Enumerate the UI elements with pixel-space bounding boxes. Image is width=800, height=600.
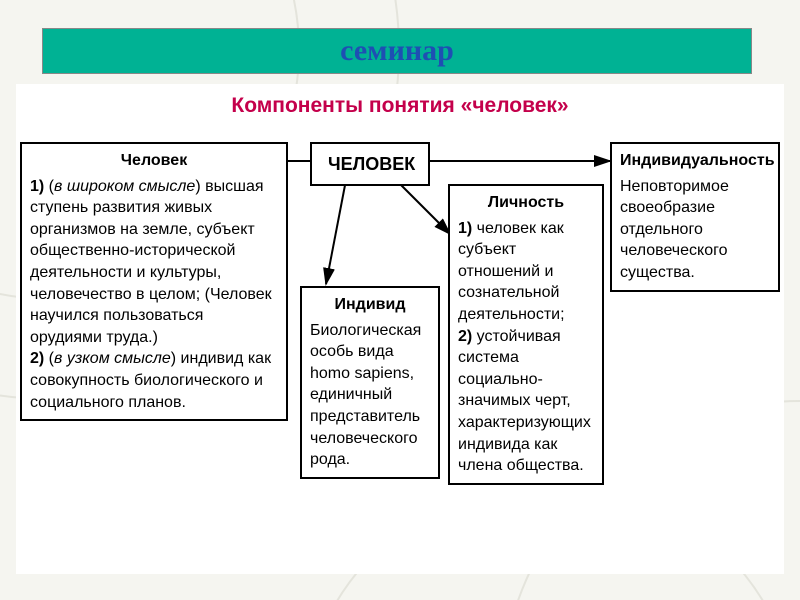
box-individ: Индивид Биологическая особь вида homo sa… [300,286,440,479]
diagram-area: Компоненты понятия «человек» ЧЕЛОВЕК Чел… [16,84,784,574]
root-node: ЧЕЛОВЕК [310,142,430,186]
box-body: Биологическая особь вида homo sapiens, е… [310,322,421,469]
box-lichnost: Личность 1) человек как субъект отношени… [448,184,604,485]
box-body: 1) (в широком смысле) высшая ступень раз… [30,178,272,411]
box-chelovek: Человек 1) (в широком смысле) высшая сту… [20,142,288,421]
box-body: 1) человек как субъект отношений и созна… [458,220,591,475]
arrow [396,180,450,234]
root-label: ЧЕЛОВЕК [328,154,415,174]
box-title: Индивид [310,294,430,316]
box-title: Человек [30,150,278,172]
box-individualnost: Индивидуальность Неповторимое своеобрази… [610,142,780,292]
header-label: семинар [340,34,454,68]
header-bar: семинар [42,28,752,74]
diagram-title: Компоненты понятия «человек» [16,94,784,118]
box-title: Индивидуальность [620,150,770,172]
box-title: Личность [458,192,594,214]
arrow [326,180,346,284]
box-body: Неповторимое своеобразие отдельного чело… [620,178,729,281]
